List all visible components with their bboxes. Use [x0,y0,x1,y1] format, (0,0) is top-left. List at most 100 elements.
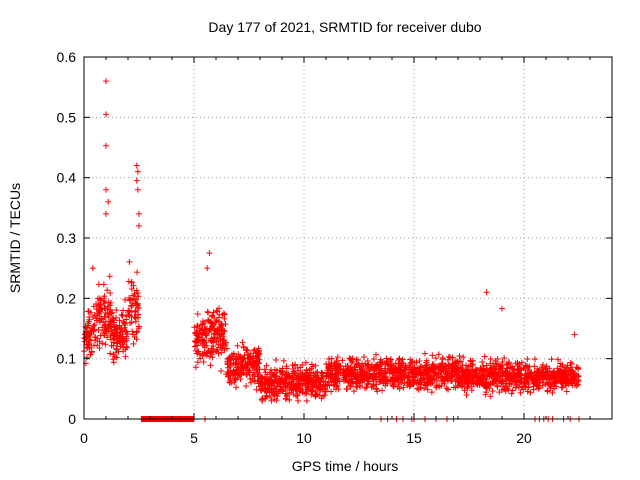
data-point [85,308,92,315]
data-point [103,142,109,149]
data-point [210,320,217,327]
data-point [379,387,386,394]
data-point [205,309,212,316]
data-point [247,379,254,386]
data-point [346,355,353,362]
data-point [244,355,251,362]
data-point [308,374,315,381]
data-point [248,358,255,365]
data-point [348,359,355,366]
data-point [299,382,306,389]
data-point [294,364,301,371]
data-point [439,360,446,367]
data-point [238,369,245,376]
data-point [225,370,232,377]
data-point [438,368,445,375]
data-point [97,315,104,322]
y-tick-label: 0.6 [57,49,77,65]
data-point [98,316,105,323]
data-point [112,349,119,356]
data-point [119,312,126,319]
data-point [408,359,415,366]
data-point [132,318,139,325]
data-point [421,366,428,373]
data-point [101,313,108,320]
data-point [428,374,435,381]
data-point [103,186,109,193]
data-point [134,328,141,335]
data-point [110,321,117,328]
data-point [448,372,455,379]
data-point [87,351,94,358]
data-point [87,309,94,316]
data-point [214,346,221,353]
data-point [416,358,423,365]
y-tick-label: 0.1 [57,351,77,367]
data-point [332,372,339,379]
data-point [266,389,273,396]
data-point [429,352,436,359]
data-point [82,323,89,330]
data-point [361,385,368,392]
data-point [439,378,446,385]
data-point [130,340,137,347]
data-point [120,337,127,344]
data-point [245,366,252,373]
data-point [292,386,299,393]
data-point [378,369,385,376]
data-point [105,198,112,205]
data-point [439,355,446,362]
data-point [219,337,226,344]
data-point [575,365,582,372]
data-point [278,376,285,383]
data-point [104,305,111,312]
data-point [399,376,406,383]
data-point [508,390,515,397]
data-point [318,374,325,381]
y-tick-label: 0.5 [57,109,77,125]
data-point [309,379,316,386]
data-point [105,328,112,335]
data-point [101,322,108,329]
data-point [421,385,428,392]
data-point [121,320,128,327]
data-point [302,390,309,397]
data-point [397,360,404,367]
data-point [272,356,279,363]
data-point [422,364,429,371]
data-point [335,370,342,377]
data-point [270,372,277,379]
data-point [86,332,93,339]
data-point [445,377,452,384]
data-point [384,380,391,387]
data-point [192,364,199,371]
data-point [274,393,281,400]
data-point [290,365,297,372]
data-point [334,354,341,361]
data-point [136,222,142,229]
data-point [113,326,120,333]
data-point [400,384,407,391]
data-point [347,355,354,362]
data-point [327,365,334,372]
data-point [304,379,311,386]
data-point [122,346,129,353]
data-point [303,367,310,374]
data-point [369,383,376,390]
data-point [133,162,140,169]
data-point [289,362,296,369]
data-point [370,365,377,372]
data-point [236,353,243,360]
data-point [295,397,302,404]
data-point [398,367,405,374]
data-point [218,349,225,356]
data-point [109,330,116,337]
data-point [393,364,400,371]
data-point [449,363,456,370]
data-point [414,385,421,392]
data-point [336,378,343,385]
data-point [359,379,366,386]
data-point [432,384,439,391]
data-point [120,307,127,314]
data-point [313,378,320,385]
